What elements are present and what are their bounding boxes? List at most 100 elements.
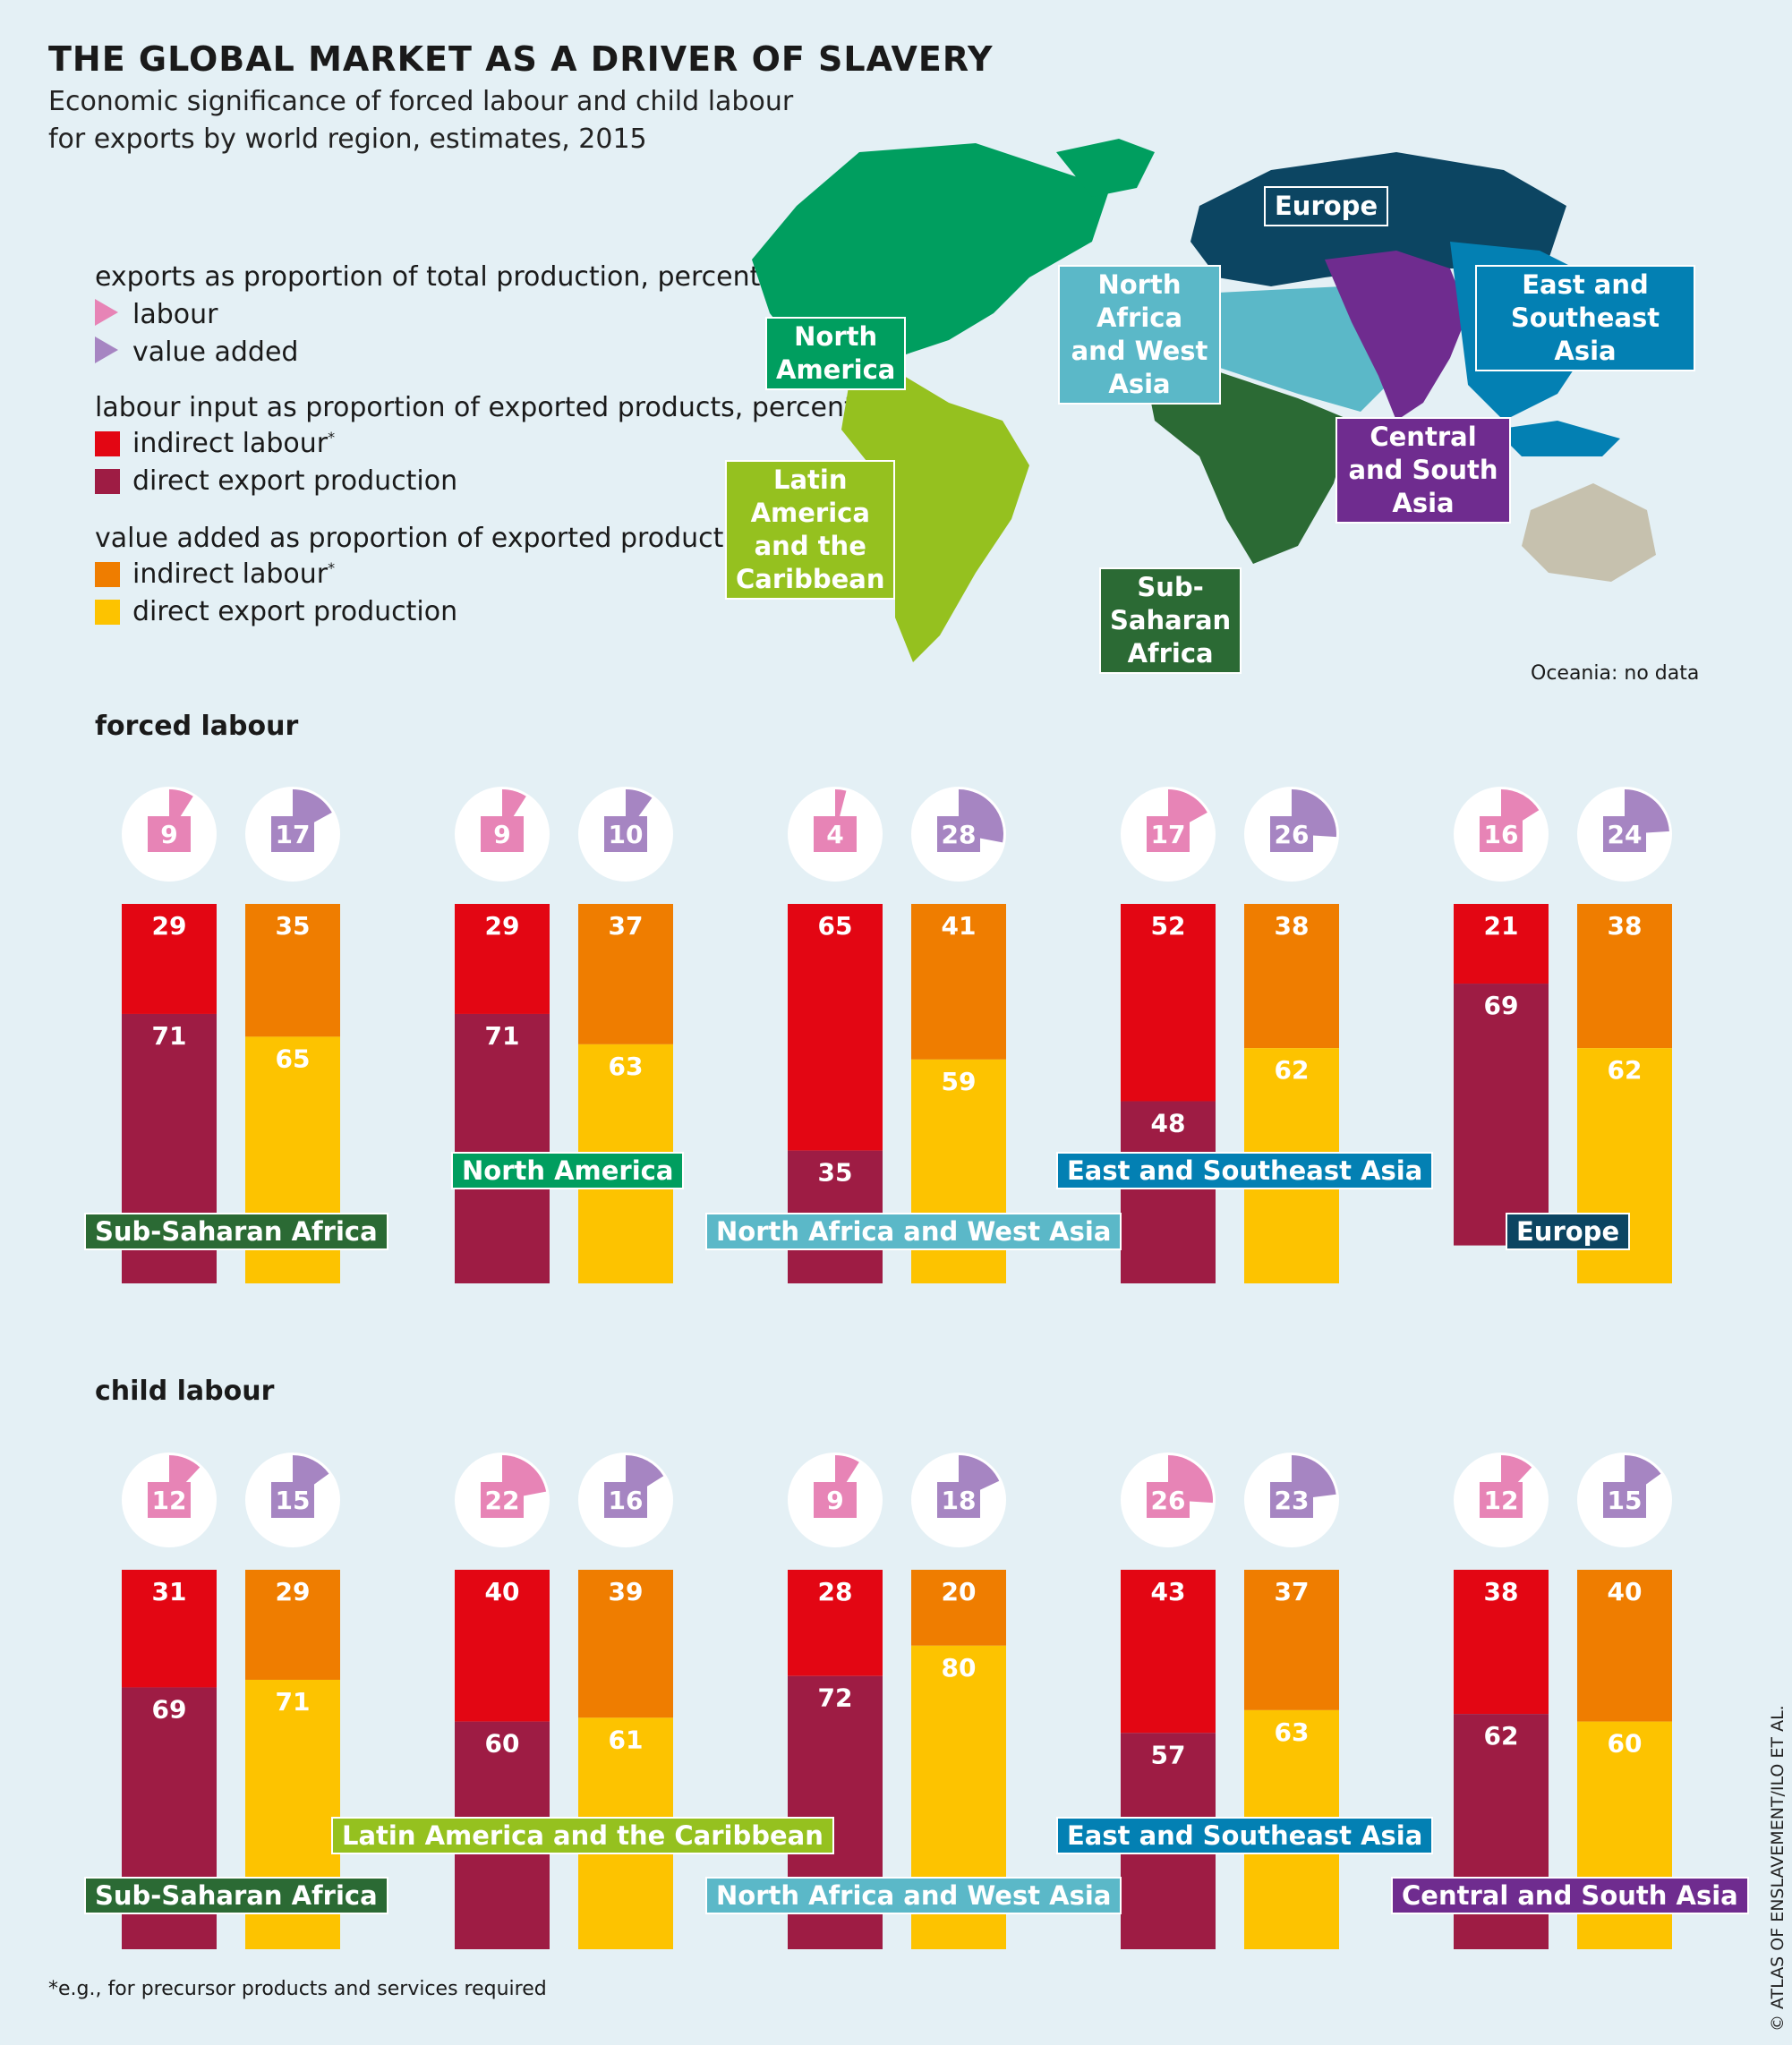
- legend-value-direct-export-label: direct export production: [132, 596, 458, 627]
- legend-indirect-labour-swatch: [95, 431, 120, 456]
- pie-label-box-1-3-value-added: [1270, 1482, 1313, 1518]
- map-label-ssa: Sub-Saharan Africa: [1099, 567, 1242, 674]
- pie-label-box-0-4-labour: [1480, 816, 1523, 852]
- bar-label-0-0-value-added-indirect: 35: [276, 911, 311, 941]
- bar-label-1-1-value-added-direct: 61: [609, 1725, 644, 1754]
- legend-value-added-triangle-icon: [95, 337, 118, 363]
- pie-label-1-4-value-added: 15: [1608, 1486, 1643, 1515]
- bar-label-0-0-labour-input-direct: 71: [152, 1021, 187, 1051]
- pie-label-box-1-4-value-added: [1603, 1482, 1646, 1518]
- region-label-1-lac: Latin America and the Caribbean: [331, 1817, 834, 1854]
- bar-label-1-1-labour-input-indirect: 40: [485, 1577, 520, 1606]
- legend-group-labour-input-title: labour input as proportion of exported p…: [95, 392, 855, 423]
- legend-group-exports-title: exports as proportion of total productio…: [95, 261, 761, 293]
- region-label-0-ssa: Sub-Saharan Africa: [84, 1213, 388, 1250]
- map-ssa: [1146, 371, 1352, 564]
- section-title-child-labour: child labour: [95, 1376, 275, 1407]
- bar-0-2-value-added-indirect: [911, 904, 1006, 1060]
- pie-label-1-2-value-added: 18: [942, 1486, 977, 1515]
- bar-label-1-3-value-added-indirect: 37: [1275, 1577, 1310, 1606]
- pie-label-1-3-labour: 26: [1151, 1486, 1186, 1515]
- bar-1-2-value-added-indirect: [911, 1570, 1006, 1646]
- bar-label-1-4-labour-input-direct: 62: [1484, 1721, 1519, 1751]
- pie-label-box-0-0-labour: [148, 816, 191, 852]
- legend-value-indirect-labour-swatch: [95, 562, 120, 587]
- bar-1-4-labour-input-indirect: [1454, 1570, 1549, 1715]
- map-latin-america: [841, 376, 1029, 662]
- bar-label-1-0-labour-input-indirect: 31: [152, 1577, 187, 1606]
- pie-label-1-2-labour: 9: [826, 1486, 843, 1515]
- bar-0-4-value-added-indirect: [1577, 904, 1672, 1049]
- map-label-esa: East and Southeast Asia: [1475, 265, 1695, 371]
- region-label-1-nafwa: North Africa and West Asia: [705, 1877, 1122, 1914]
- bar-label-0-4-value-added-indirect: 38: [1608, 911, 1643, 941]
- bar-0-0-labour-input-indirect: [122, 904, 217, 1014]
- pie-label-box-1-2-value-added: [937, 1482, 980, 1518]
- bar-label-0-3-labour-input-indirect: 52: [1151, 911, 1186, 941]
- region-label-0-nafwa: North Africa and West Asia: [705, 1213, 1122, 1250]
- bar-label-1-0-value-added-indirect: 29: [276, 1577, 311, 1606]
- pie-label-box-1-0-labour: [148, 1482, 191, 1518]
- pie-label-box-0-1-value-added: [604, 816, 647, 852]
- bar-0-4-labour-input-direct: [1454, 984, 1549, 1246]
- bar-1-3-value-added-indirect: [1244, 1570, 1339, 1710]
- pie-label-box-1-4-labour: [1480, 1482, 1523, 1518]
- map-greenland: [1056, 139, 1155, 197]
- bar-label-1-2-value-added-direct: 80: [942, 1653, 977, 1683]
- pie-label-0-4-value-added: 24: [1608, 820, 1643, 849]
- legend-value-added-label: value added: [132, 337, 299, 368]
- bar-0-0-value-added-indirect: [245, 904, 340, 1037]
- bar-label-1-1-value-added-indirect: 39: [609, 1577, 644, 1606]
- bar-0-3-value-added-indirect: [1244, 904, 1339, 1049]
- footnote: *e.g., for precursor products and servic…: [48, 1978, 547, 2000]
- bar-1-0-labour-input-indirect: [122, 1570, 217, 1688]
- pie-label-0-4-labour: 16: [1484, 820, 1519, 849]
- bar-label-1-4-value-added-direct: 60: [1608, 1729, 1643, 1759]
- bar-0-1-labour-input-direct: [455, 1013, 550, 1283]
- region-label-0-europe: Europe: [1506, 1213, 1631, 1250]
- map-label-europe: Europe: [1264, 186, 1389, 226]
- bar-label-1-2-labour-input-indirect: 28: [818, 1577, 853, 1606]
- bar-1-3-labour-input-indirect: [1121, 1570, 1216, 1734]
- bar-1-0-value-added-indirect: [245, 1570, 340, 1680]
- bar-label-1-4-value-added-indirect: 40: [1608, 1577, 1643, 1606]
- pie-label-box-1-2-labour: [814, 1482, 857, 1518]
- pie-label-box-0-3-value-added: [1270, 816, 1313, 852]
- bar-label-1-1-labour-input-direct: 60: [485, 1729, 520, 1759]
- bar-label-1-3-labour-input-direct: 57: [1151, 1740, 1186, 1769]
- bar-0-1-value-added-indirect: [578, 904, 673, 1044]
- bar-0-3-labour-input-direct: [1121, 1101, 1216, 1283]
- map-esa-islands: [1495, 421, 1620, 456]
- region-label-0-esa: East and Southeast Asia: [1056, 1152, 1434, 1189]
- bar-label-0-3-labour-input-direct: 48: [1151, 1108, 1186, 1138]
- region-label-1-ssa: Sub-Saharan Africa: [84, 1877, 388, 1914]
- bar-1-1-labour-input-indirect: [455, 1570, 550, 1722]
- chart-subtitle-line-1: Economic significance of forced labour a…: [48, 86, 794, 117]
- pie-label-0-1-labour: 9: [493, 820, 510, 849]
- pie-label-box-1-3-labour: [1147, 1482, 1190, 1518]
- map-oceania: [1522, 483, 1656, 582]
- bar-label-0-1-value-added-direct: 63: [609, 1052, 644, 1081]
- pie-label-0-0-labour: 9: [160, 820, 177, 849]
- pie-label-1-0-labour: 12: [152, 1486, 187, 1515]
- legend-labour-triangle-icon: [95, 299, 118, 326]
- bar-0-3-labour-input-indirect: [1121, 904, 1216, 1102]
- region-label-0-north_america: North America: [451, 1152, 685, 1189]
- map-csa: [1325, 251, 1468, 421]
- pie-label-1-1-labour: 22: [485, 1486, 520, 1515]
- pie-label-box-0-4-value-added: [1603, 816, 1646, 852]
- legend-labour-label: labour: [132, 299, 218, 330]
- pie-label-1-1-value-added: 16: [609, 1486, 644, 1515]
- map-label-north-america: North America: [765, 317, 907, 390]
- pie-label-0-3-labour: 17: [1151, 820, 1186, 849]
- bar-label-1-3-labour-input-indirect: 43: [1151, 1577, 1186, 1606]
- pie-label-box-0-3-labour: [1147, 816, 1190, 852]
- bar-label-0-1-labour-input-direct: 71: [485, 1021, 520, 1051]
- map-label-csa: Central and South Asia: [1335, 417, 1511, 524]
- bar-1-4-value-added-indirect: [1577, 1570, 1672, 1722]
- region-label-1-esa: East and Southeast Asia: [1056, 1817, 1434, 1854]
- bar-label-1-3-value-added-direct: 63: [1275, 1717, 1310, 1747]
- pie-label-0-2-value-added: 28: [942, 820, 977, 849]
- bar-label-0-2-labour-input-direct: 35: [818, 1158, 853, 1188]
